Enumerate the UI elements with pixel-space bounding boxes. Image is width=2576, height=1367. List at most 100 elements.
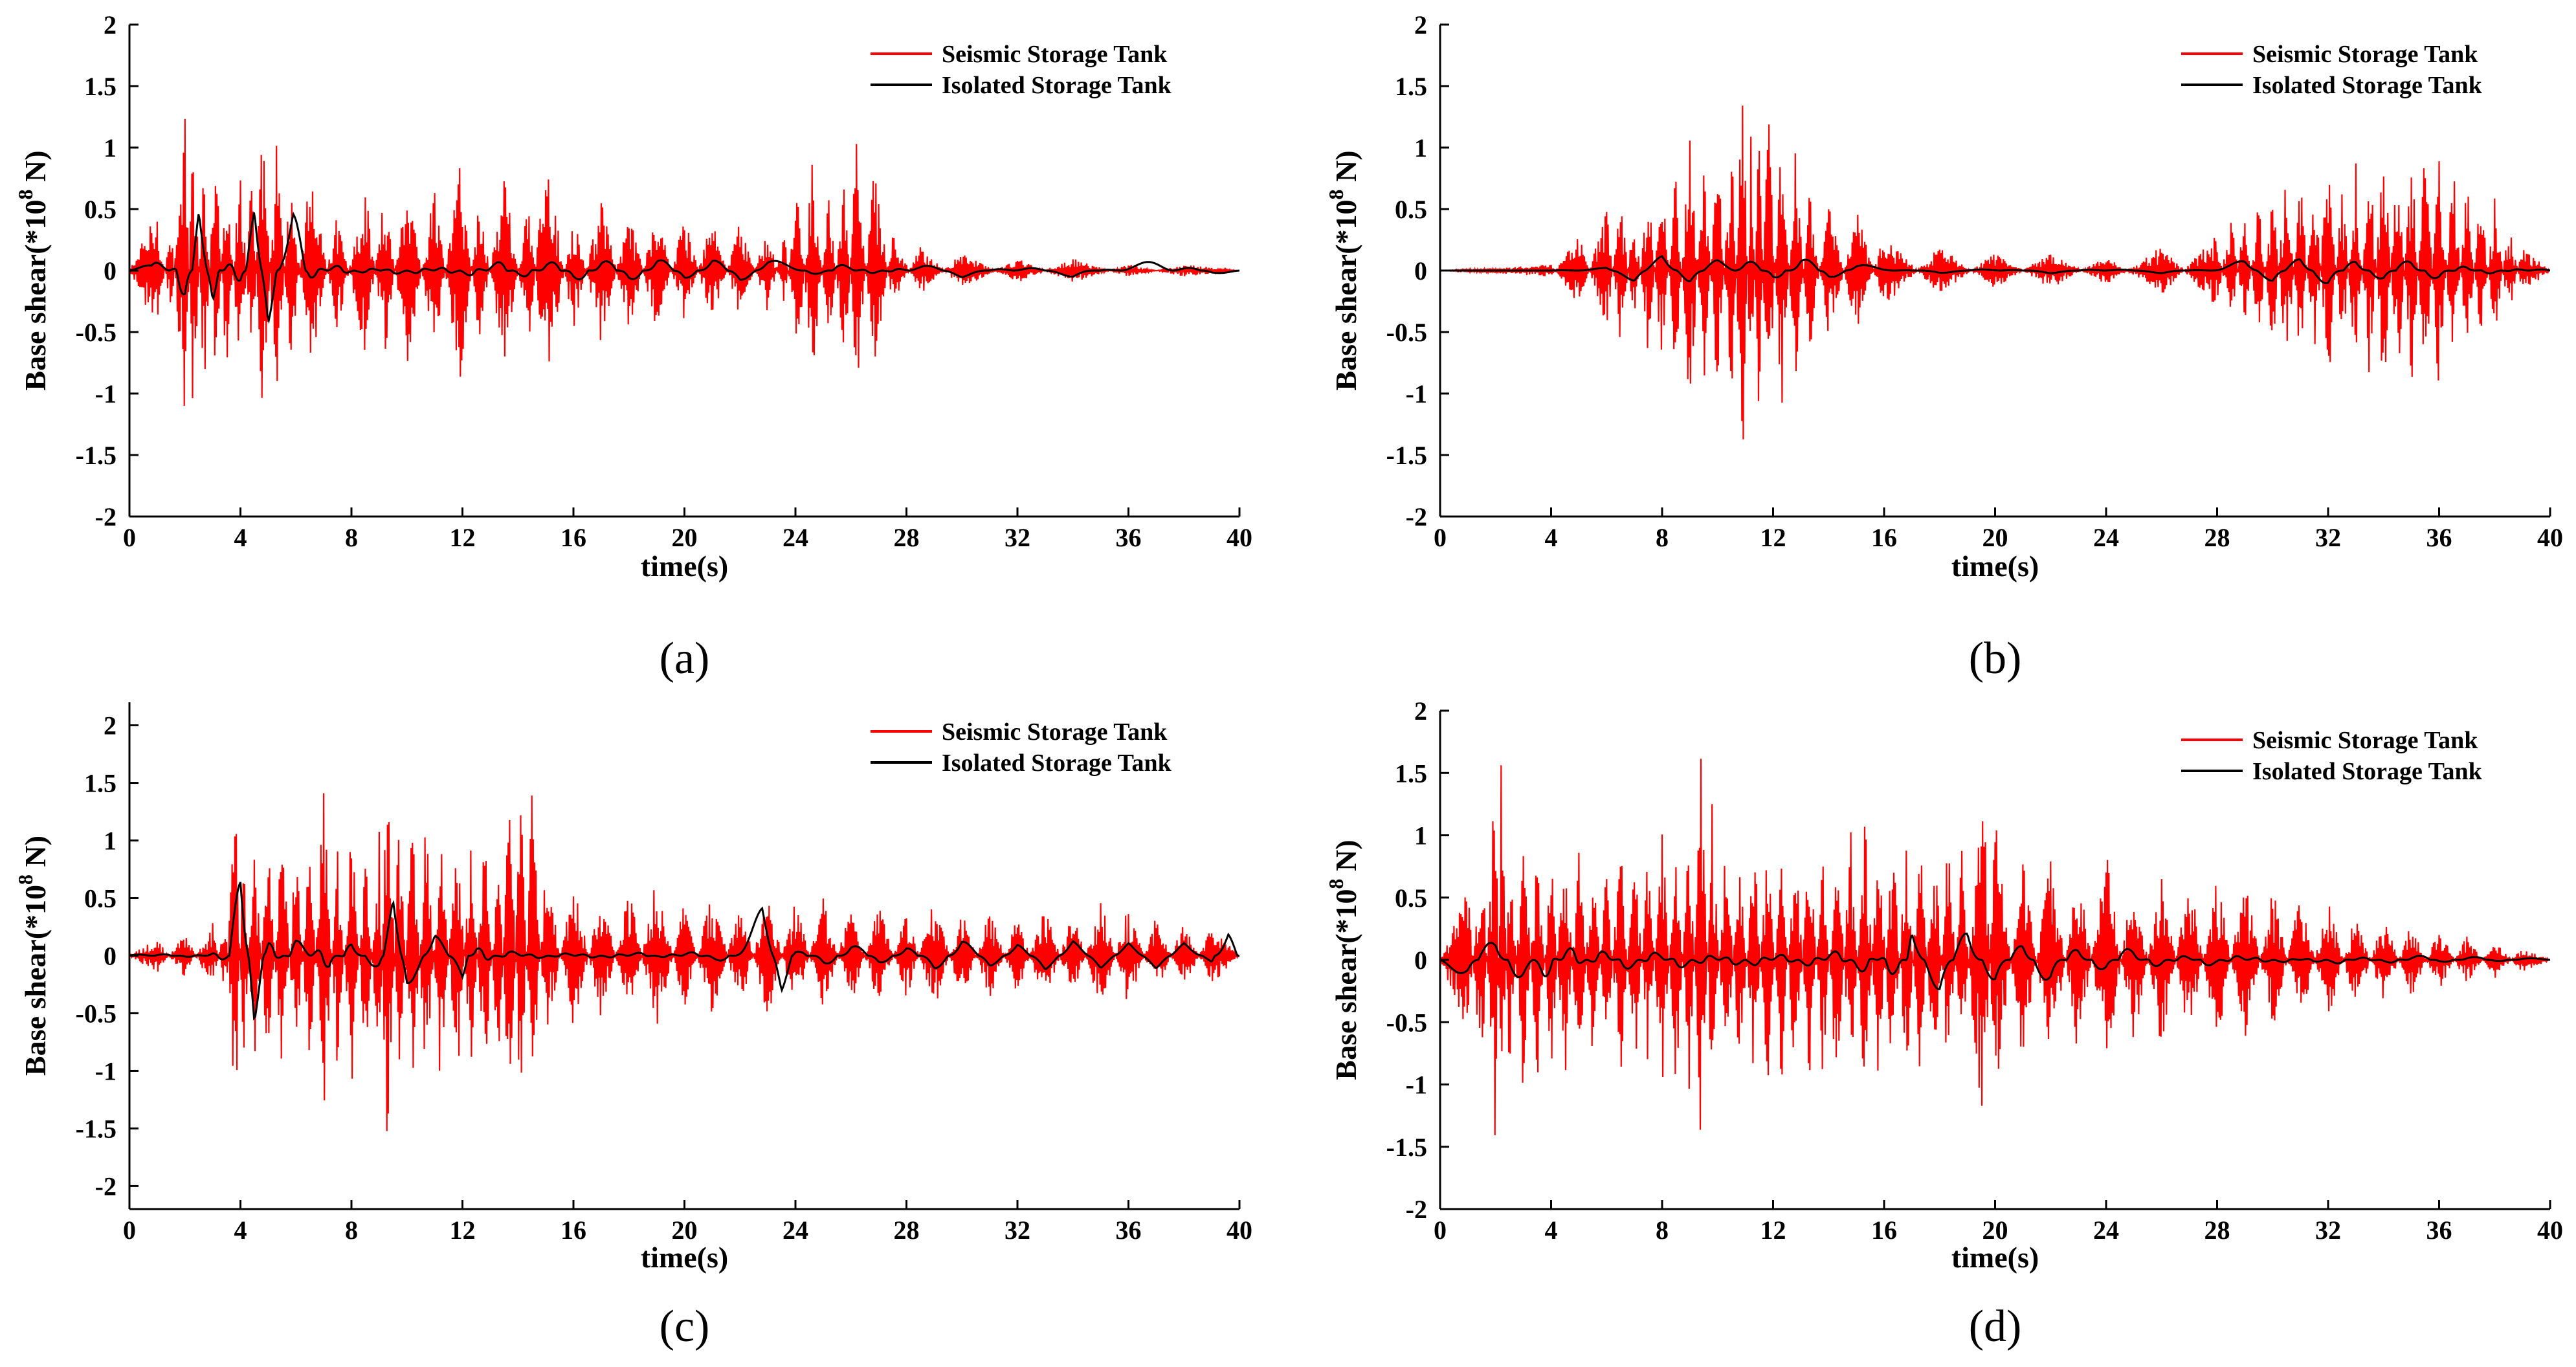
x-axis-label: time(s)	[1951, 550, 2039, 583]
legend-isolated-label: Isolated Storage Tank	[2252, 72, 2483, 99]
legend-seismic-label: Seismic Storage Tank	[942, 41, 1168, 68]
y-tick-label: -1.5	[76, 441, 117, 470]
x-tick-label: 32	[1005, 1216, 1030, 1245]
x-tick-label: 4	[1545, 523, 1558, 552]
x-tick-label: 40	[1227, 1216, 1252, 1245]
x-tick-label: 0	[123, 1216, 136, 1245]
y-tick-label: -1	[95, 1056, 117, 1085]
x-axis-label: time(s)	[641, 1241, 728, 1274]
panel-b: 0 4 8 12 16 20 24 28 32 36 40-2-1.5-1-0.500.511.52…	[1324, 10, 2563, 684]
x-tick-label: 24	[783, 1216, 808, 1245]
y-axis-label-unit: N)	[19, 150, 52, 189]
panel-caption: (d)	[1969, 1302, 2022, 1351]
y-axis-label-unit: N)	[1329, 839, 1362, 878]
y-tick-label: -1	[95, 379, 117, 408]
y-tick-label: 1	[104, 133, 117, 162]
x-tick-label: 28	[894, 1216, 920, 1245]
isolated-series-line	[1440, 932, 2550, 990]
y-tick-label: 0.5	[84, 884, 117, 913]
y-tick-label: -0.5	[76, 318, 117, 347]
x-axis-label: time(s)	[1951, 1241, 2039, 1274]
y-tick-label: -0.5	[76, 999, 117, 1028]
y-tick-label: 1.5	[1395, 759, 1427, 788]
isolated-series-line	[129, 882, 1239, 1021]
isolated-series-line	[129, 211, 1239, 324]
y-tick-label: 0.5	[1395, 195, 1427, 224]
y-tick-label: -0.5	[1386, 318, 1427, 347]
x-tick-label: 8	[1656, 523, 1669, 552]
x-tick-label: 40	[1227, 523, 1252, 552]
x-tick-label: 32	[1005, 523, 1030, 552]
x-tick-label: 24	[2093, 523, 2119, 552]
x-tick-label: 20	[672, 1216, 698, 1245]
legend-isolated-label: Isolated Storage Tank	[2252, 758, 2483, 785]
panel-d: 0 4 8 12 16 20 24 28 32 36 40-2-1.5-1-0.500.511.52…	[1324, 696, 2563, 1351]
y-tick-label: 0	[1414, 256, 1427, 285]
x-tick-label: 28	[2204, 523, 2230, 552]
x-axis-label: time(s)	[641, 550, 728, 583]
y-tick-label: -1.5	[76, 1114, 117, 1143]
y-tick-label: 0.5	[84, 195, 117, 224]
x-tick-label: 16	[1871, 523, 1897, 552]
panel-a: 0 4 8 12 16 20 24 28 32 36 40-2-1.5-1-0.500.511.52…	[14, 10, 1252, 684]
panel-c: 0 4 8 12 16 20 24 28 32 36 40 -2 -1.5 -1 -0.5 0 0.5 1 1.5 2…	[14, 702, 1252, 1351]
y-tick-label: -2	[95, 1172, 117, 1201]
y-axis-label: Base shear(*108 N)	[14, 150, 52, 390]
y-tick-label: 2	[104, 711, 117, 740]
x-tick-label: 24	[783, 523, 808, 552]
x-tick-label: 16	[561, 523, 586, 552]
panel-caption: (b)	[1969, 634, 2022, 684]
x-tick-label: 12	[1760, 1216, 1786, 1245]
y-tick-label: 0	[104, 256, 117, 285]
y-tick-label: 1.5	[84, 769, 117, 798]
y-tick-label: 0.5	[1395, 884, 1427, 913]
x-tick-label: 16	[561, 1216, 586, 1245]
panel-caption: (c)	[660, 1302, 710, 1351]
seismic-series-line	[1440, 759, 2550, 1136]
y-tick-label: 1	[1414, 133, 1427, 162]
x-tick-label: 24	[2093, 1216, 2119, 1245]
x-tick-label: 4	[234, 1216, 247, 1245]
y-tick-label: -0.5	[1386, 1008, 1427, 1037]
y-tick-label: 0	[104, 942, 117, 971]
x-tick-label: 0	[1434, 523, 1447, 552]
y-axis-label-exponent: 8	[14, 874, 37, 885]
x-tick-label: 28	[894, 523, 920, 552]
y-tick-label: -2	[1406, 1195, 1427, 1224]
y-tick-label: -2	[95, 502, 117, 531]
x-tick-label: 36	[2426, 523, 2452, 552]
y-axis-label-unit: N)	[19, 836, 52, 874]
y-axis-label-base: Base shear(*10	[19, 885, 52, 1076]
y-axis-label-exponent: 8	[14, 189, 37, 199]
seismic-series-line	[129, 118, 1239, 406]
x-tick-label: 20	[1982, 1216, 2008, 1245]
legend-seismic-label: Seismic Storage Tank	[2252, 41, 2478, 68]
x-tick-label: 8	[1656, 1216, 1669, 1245]
x-tick-label: 28	[2204, 1216, 2230, 1245]
y-tick-label: -1	[1406, 1071, 1427, 1100]
legend-seismic-label: Seismic Storage Tank	[2252, 727, 2478, 754]
x-tick-label: 12	[1760, 523, 1786, 552]
x-tick-label: 32	[2315, 1216, 2341, 1245]
y-tick-label: -1.5	[1386, 441, 1427, 470]
y-tick-label: 1	[1414, 821, 1427, 850]
x-tick-label: 4	[234, 523, 247, 552]
y-axis-label-exponent: 8	[1324, 878, 1348, 889]
y-axis-label: Base shear(*108 N)	[1324, 150, 1362, 390]
legend-isolated-label: Isolated Storage Tank	[942, 750, 1172, 777]
x-tick-label: 16	[1871, 1216, 1897, 1245]
y-tick-label: 1	[104, 827, 117, 856]
x-tick-label: 20	[1982, 523, 2008, 552]
y-tick-label: 1.5	[84, 72, 117, 101]
x-tick-label: 36	[1116, 523, 1142, 552]
y-axis-label-unit: N)	[1329, 150, 1362, 189]
x-tick-label: 0	[123, 523, 136, 552]
x-tick-label: 8	[345, 523, 358, 552]
x-tick-label: 32	[2315, 523, 2341, 552]
x-tick-label: 36	[1116, 1216, 1142, 1245]
x-tick-label: 12	[450, 1216, 476, 1245]
y-tick-label: -1	[1406, 379, 1427, 408]
y-tick-label: -1.5	[1386, 1133, 1427, 1162]
y-tick-label: 0	[1414, 946, 1427, 975]
